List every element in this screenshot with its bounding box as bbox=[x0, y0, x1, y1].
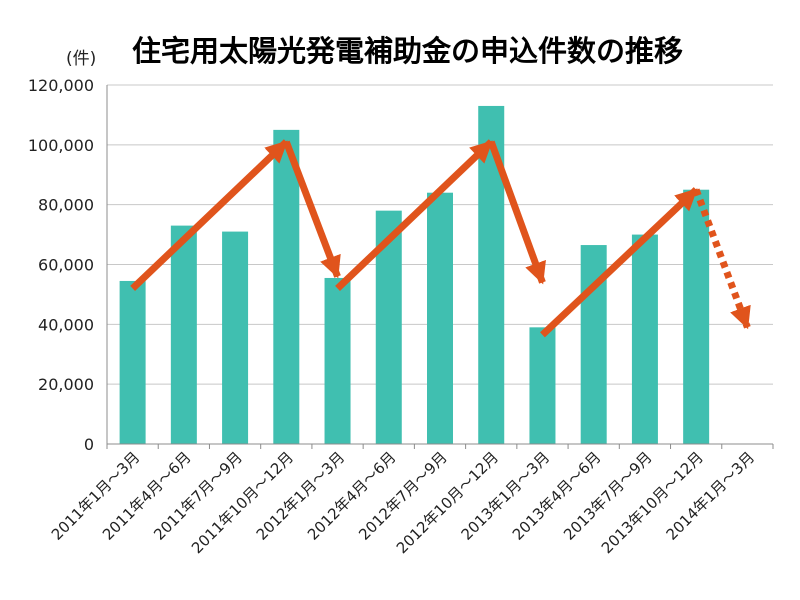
bar-3 bbox=[273, 129, 300, 444]
x-tick-label-5: 2012年4月～6月 bbox=[304, 448, 400, 544]
x-tick-label-0: 2011年1月～3月 bbox=[48, 448, 144, 544]
y-tick-label-0: 0 bbox=[84, 435, 94, 454]
trend-arrow-4 bbox=[540, 187, 699, 338]
trend-arrow-1 bbox=[283, 140, 341, 279]
bar-4 bbox=[324, 277, 351, 444]
bar-11 bbox=[683, 189, 710, 444]
bar-1 bbox=[170, 225, 197, 444]
y-axis-unit-label: (件) bbox=[66, 49, 97, 69]
x-tick-label-12: 2014年1月～3月 bbox=[663, 448, 759, 544]
x-tick-label-6: 2012年7月～9月 bbox=[355, 448, 451, 544]
bar-8 bbox=[529, 327, 556, 444]
x-tick-label-1: 2011年4月～6月 bbox=[99, 448, 195, 544]
y-tick-label-5: 100,000 bbox=[28, 136, 94, 155]
y-tick-label-3: 60,000 bbox=[38, 256, 94, 275]
bar-2 bbox=[222, 231, 249, 444]
y-tick-label-2: 40,000 bbox=[38, 315, 94, 334]
trend-arrow-2 bbox=[335, 139, 494, 291]
y-tick-label-4: 80,000 bbox=[38, 196, 94, 215]
x-tick-label-4: 2012年1月～3月 bbox=[253, 448, 349, 544]
trend-arrow-3 bbox=[487, 140, 546, 285]
trend-arrow-0 bbox=[130, 139, 289, 291]
bar-10 bbox=[631, 234, 658, 444]
chart-title: 住宅用太陽光発電補助金の申込件数の推移 bbox=[132, 34, 684, 68]
y-tick-labels: 0 20,000 40,000 60,000 80,000 100,000 120,000 bbox=[28, 76, 94, 454]
y-tick-label-1: 20,000 bbox=[38, 375, 94, 394]
bar-6 bbox=[427, 192, 453, 444]
x-tick-label-8: 2013年1月～3月 bbox=[458, 448, 554, 544]
x-tick-label-10: 2013年7月～9月 bbox=[560, 448, 656, 544]
x-tick-label-9: 2013年4月～6月 bbox=[509, 448, 605, 544]
bars bbox=[119, 105, 710, 445]
x-tick-labels: 2011年1月～3月2011年4月～6月2011年7月～9月2011年10月～1… bbox=[48, 448, 758, 557]
bar-0 bbox=[119, 280, 146, 444]
axes bbox=[106, 85, 774, 449]
trend-arrow-5 bbox=[692, 188, 751, 330]
y-tick-label-6: 120,000 bbox=[28, 76, 94, 95]
trend-arrows bbox=[130, 139, 751, 338]
x-tick-label-2: 2011年7月～9月 bbox=[150, 448, 246, 544]
